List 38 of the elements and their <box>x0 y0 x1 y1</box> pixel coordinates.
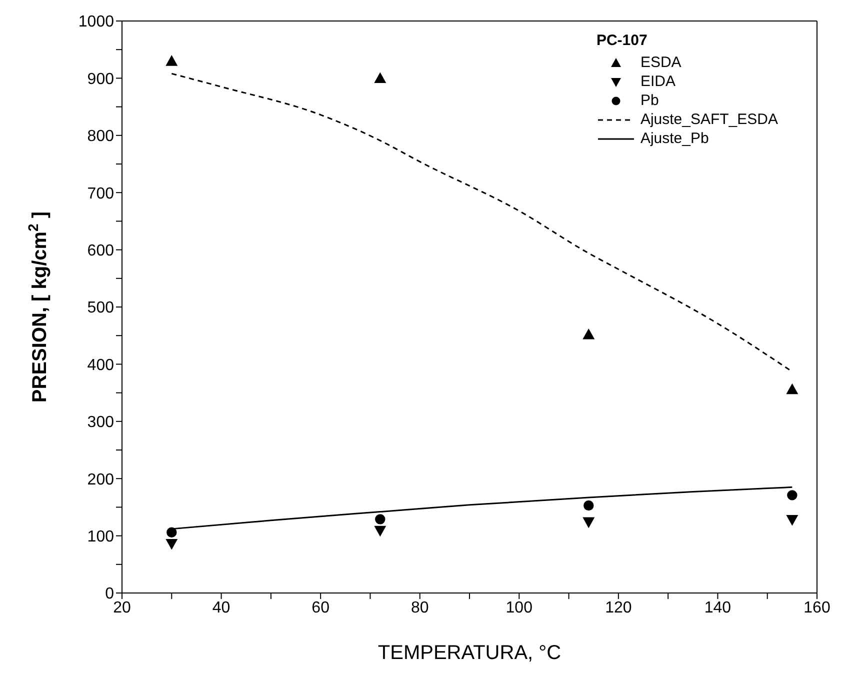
point <box>786 514 798 526</box>
point <box>166 527 177 538</box>
point <box>375 514 386 524</box>
x-tick-label: 40 <box>212 599 230 616</box>
legend-label: EIDA <box>640 73 676 90</box>
legend-title: PC-107 <box>596 32 648 49</box>
x-tick-label: 60 <box>312 599 330 616</box>
x-tick-label: 160 <box>804 599 830 616</box>
x-tick-label: 20 <box>113 599 131 616</box>
y-tick-label: 600 <box>87 242 114 260</box>
y-tick-label: 0 <box>105 586 114 603</box>
legend-label: Ajuste_Pb <box>640 130 709 147</box>
legend-label: Pb <box>640 92 659 109</box>
y-tick-label: 500 <box>87 300 114 317</box>
point <box>374 72 386 83</box>
y-tick-label: 200 <box>87 471 114 488</box>
x-axis-title: TEMPERATURA, °C <box>378 642 562 664</box>
x-tick-label: 120 <box>605 599 632 616</box>
point <box>166 539 178 550</box>
x-tick-label: 80 <box>410 599 429 616</box>
y-tick-label: 100 <box>87 528 114 546</box>
point <box>786 383 798 394</box>
x-tick-label: 140 <box>704 599 732 616</box>
point <box>787 490 798 500</box>
y-tick-label: 300 <box>87 414 114 432</box>
legend-label: ESDA <box>640 54 682 71</box>
point <box>584 500 594 511</box>
y-tick-label: 1000 <box>78 14 114 31</box>
y-tick-label: 900 <box>87 70 114 88</box>
y-tick-label: 800 <box>87 128 114 146</box>
y-tick-label: 400 <box>87 356 114 374</box>
point <box>374 526 386 537</box>
point <box>582 517 595 528</box>
point <box>166 55 178 66</box>
legend-label: Ajuste_SAFT_ESDA <box>640 111 778 128</box>
x-tick-label: 100 <box>506 599 533 616</box>
y-tick-label: 700 <box>87 185 114 202</box>
point <box>582 328 595 340</box>
